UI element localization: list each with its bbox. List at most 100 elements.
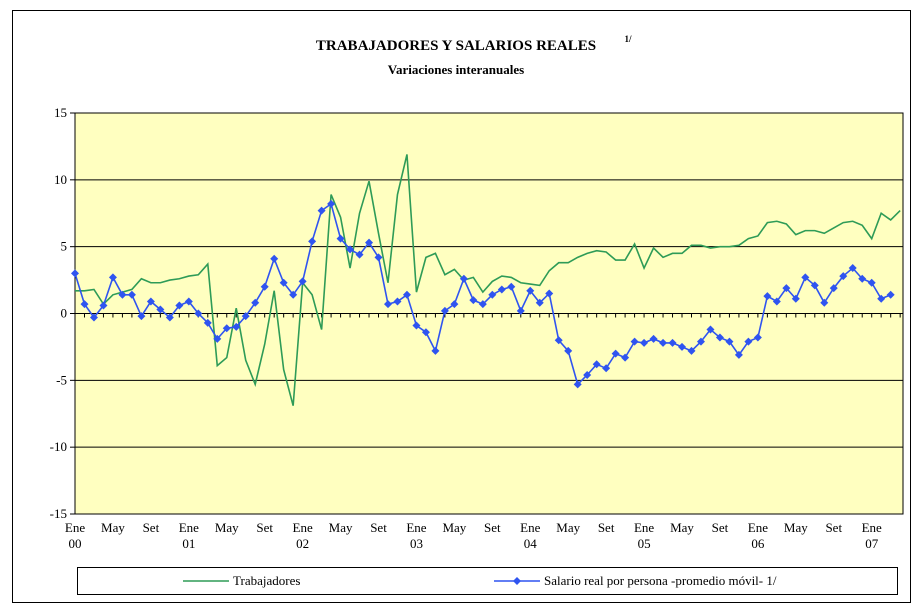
y-tick-label: 0 (61, 306, 68, 321)
series-marker (715, 333, 724, 342)
series-marker (507, 282, 516, 291)
chart-title: TRABAJADORES Y SALARIOS REALES (316, 38, 596, 54)
series-marker (791, 294, 800, 303)
series-marker (659, 338, 668, 347)
legend-marker (513, 577, 521, 585)
x-tick-label: Set (143, 520, 160, 535)
series-marker (687, 346, 696, 355)
x-tick-label: May (784, 520, 808, 535)
series-marker (554, 336, 563, 345)
series-marker (346, 245, 355, 254)
series-marker (516, 306, 525, 315)
x-tick-label: Set (256, 520, 273, 535)
series-marker (308, 237, 317, 246)
y-tick-label: 10 (54, 172, 67, 187)
series-marker (734, 350, 743, 359)
series-marker (393, 297, 402, 306)
series-line (75, 154, 901, 406)
series-marker (829, 284, 838, 293)
series-marker (839, 272, 848, 281)
series-marker (478, 300, 487, 309)
x-tick-label: Set (370, 520, 387, 535)
series-marker (782, 284, 791, 293)
series-marker (80, 300, 89, 309)
series-marker (564, 346, 573, 355)
series-marker (165, 313, 174, 322)
series-marker (89, 313, 98, 322)
series-marker (753, 333, 762, 342)
series-marker (535, 298, 544, 307)
series-marker (108, 273, 117, 282)
x-tick-label: Ene 03 (406, 520, 426, 551)
series-marker (450, 300, 459, 309)
series-marker (772, 297, 781, 306)
series-marker (706, 325, 715, 334)
x-tick-label: Ene 04 (520, 520, 540, 551)
series-marker (640, 338, 649, 347)
series-marker (497, 285, 506, 294)
series-marker (801, 273, 810, 282)
series-marker (592, 360, 601, 369)
series-marker (867, 278, 876, 287)
x-tick-label: May (556, 520, 580, 535)
series-marker (545, 289, 554, 298)
series-marker (232, 322, 241, 331)
series-marker (175, 301, 184, 310)
series-marker (270, 254, 279, 263)
series-marker (820, 298, 829, 307)
series-marker (383, 300, 392, 309)
x-tick-label: Set (484, 520, 501, 535)
series-marker (696, 337, 705, 346)
series-marker (886, 290, 895, 299)
x-tick-label: Set (712, 520, 729, 535)
series-marker (365, 238, 374, 247)
series-marker (118, 290, 127, 299)
series-marker (99, 301, 108, 310)
series-marker (71, 269, 79, 278)
x-tick-label: Ene 05 (634, 520, 654, 551)
title-note: 1/ (624, 34, 632, 44)
x-tick-label: Ene 07 (862, 520, 882, 551)
x-tick-label: May (101, 520, 125, 535)
series-marker (725, 337, 734, 346)
x-tick-label: Ene 00 (65, 520, 85, 551)
series-marker (440, 306, 449, 315)
series-marker (583, 370, 592, 379)
x-tick-label: Ene 02 (293, 520, 313, 551)
x-tick-label: Ene 01 (179, 520, 199, 551)
series-marker (858, 274, 867, 283)
series-marker (744, 337, 753, 346)
series-marker (877, 294, 886, 303)
series-marker (298, 277, 307, 286)
y-tick-label: 5 (61, 239, 68, 254)
series-marker (848, 264, 857, 273)
legend-label: Trabajadores (233, 573, 300, 588)
y-tick-label: 15 (54, 105, 67, 120)
series-marker (469, 296, 478, 305)
x-tick-label: May (442, 520, 466, 535)
series-marker (678, 342, 687, 351)
series-marker (402, 290, 411, 299)
x-tick-label: Set (825, 520, 842, 535)
series-marker (763, 292, 772, 301)
series-marker (374, 253, 383, 262)
series-marker (146, 297, 155, 306)
series-marker (621, 353, 630, 362)
x-tick-label: May (215, 520, 239, 535)
series-marker (431, 346, 440, 355)
series-marker (327, 199, 336, 208)
series-marker (412, 321, 421, 330)
chart-subtitle: Variaciones interanuales (388, 62, 524, 77)
series-marker (668, 338, 677, 347)
series-marker (355, 250, 364, 259)
series-marker (488, 290, 497, 299)
series-marker (279, 278, 288, 287)
x-tick-label: Set (598, 520, 615, 535)
series-marker (630, 337, 639, 346)
series-marker (317, 206, 326, 215)
series-marker (127, 290, 136, 299)
x-tick-label: Ene 06 (748, 520, 768, 551)
series-marker (289, 290, 298, 299)
series-marker (251, 298, 260, 307)
